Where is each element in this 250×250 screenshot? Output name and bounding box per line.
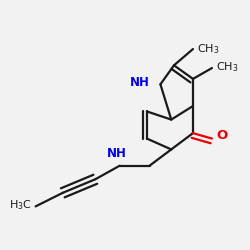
Text: CH$_3$: CH$_3$ — [216, 60, 238, 74]
Text: H$_3$C: H$_3$C — [9, 198, 32, 212]
Text: NH: NH — [107, 147, 127, 160]
Text: NH: NH — [130, 76, 150, 90]
Text: O: O — [216, 129, 227, 142]
Text: CH$_3$: CH$_3$ — [197, 42, 220, 56]
